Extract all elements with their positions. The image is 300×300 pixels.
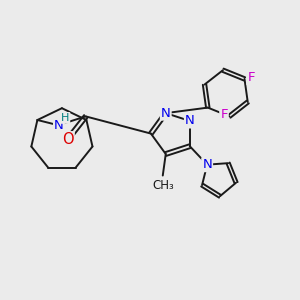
Text: F: F: [247, 71, 255, 84]
Text: H: H: [61, 113, 69, 123]
Text: N: N: [185, 114, 195, 128]
Text: O: O: [62, 132, 74, 147]
Text: F: F: [220, 108, 228, 121]
Text: CH₃: CH₃: [152, 178, 174, 191]
Text: N: N: [161, 106, 171, 120]
Text: N: N: [54, 119, 64, 132]
Text: N: N: [202, 158, 212, 171]
